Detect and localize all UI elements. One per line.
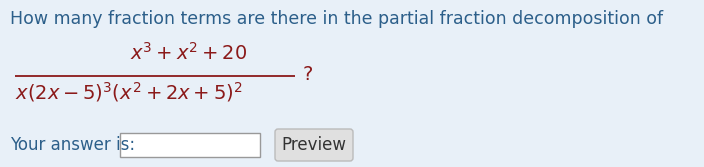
- Text: How many fraction terms are there in the partial fraction decomposition of: How many fraction terms are there in the…: [10, 10, 663, 28]
- Text: $x(2x-5)^3(x^2+2x+5)^2$: $x(2x-5)^3(x^2+2x+5)^2$: [15, 80, 243, 104]
- FancyBboxPatch shape: [120, 133, 260, 157]
- Text: ?: ?: [303, 64, 313, 84]
- Text: Your answer is:: Your answer is:: [10, 136, 135, 154]
- Text: $x^3 + x^2 + 20$: $x^3 + x^2 + 20$: [130, 42, 247, 64]
- FancyBboxPatch shape: [275, 129, 353, 161]
- Text: Preview: Preview: [282, 136, 346, 154]
